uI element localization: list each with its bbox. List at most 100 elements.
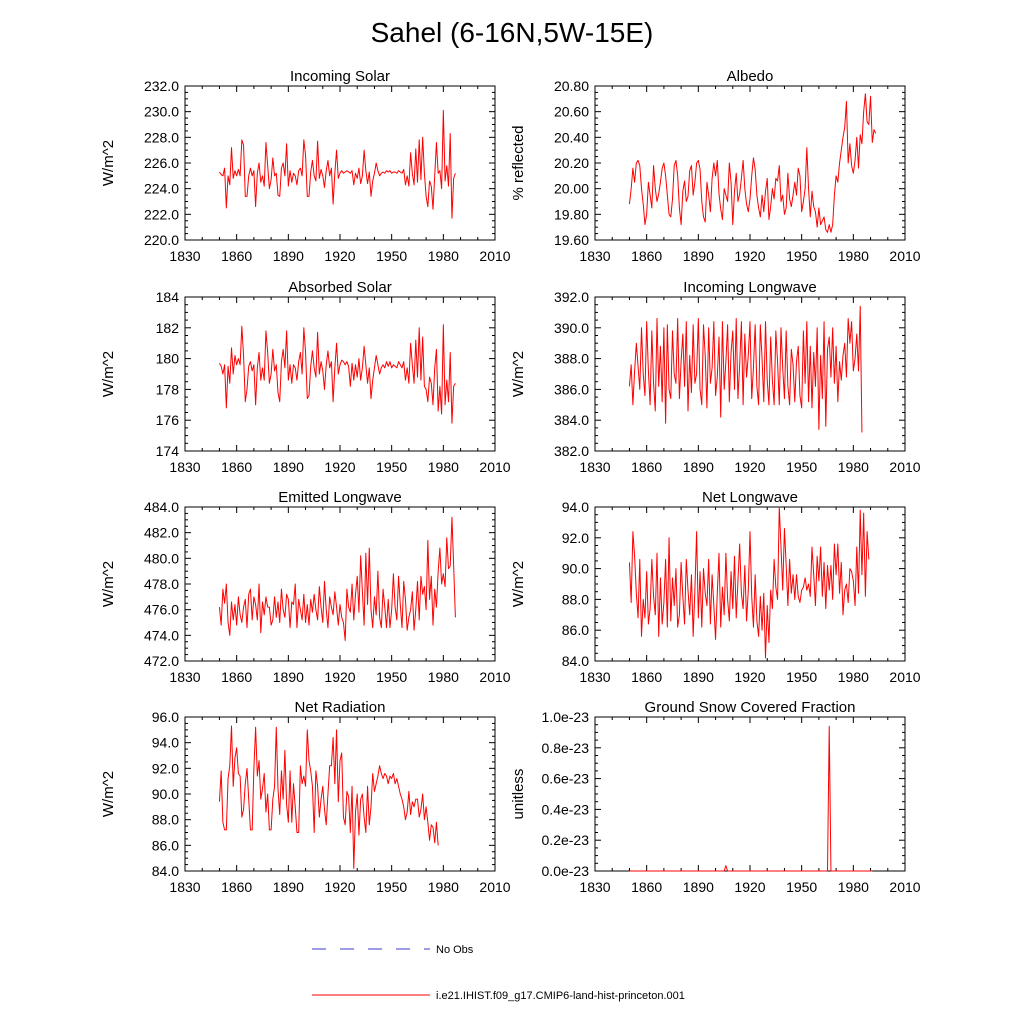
x-tick-label: 1980	[428, 669, 459, 685]
y-tick-label: 19.80	[554, 206, 589, 222]
x-tick-label: 1980	[838, 669, 869, 685]
y-tick-label: 20.00	[554, 181, 589, 197]
panel-title: Incoming Longwave	[683, 279, 816, 296]
y-tick-label: 176	[156, 412, 180, 428]
y-tick-label: 390.0	[554, 320, 589, 336]
x-tick-label: 1890	[683, 248, 714, 264]
y-tick-label: 392.0	[554, 289, 589, 305]
y-tick-label: 0.4e-23	[542, 801, 590, 817]
panel-grid: Incoming Solar 1830 1860 1890 1920 1950 1980 20…	[100, 68, 921, 895]
plot-frame	[594, 296, 906, 452]
y-tick-label: 386.0	[554, 381, 589, 397]
panel: Net Longwave 1830 1860 1890 1920 1950 1980 2010…	[510, 489, 921, 685]
y-tick-label: 220.0	[144, 232, 179, 248]
y-tick-label: 382.0	[554, 443, 589, 459]
y-tick-label: 184	[156, 289, 180, 305]
y-tick-label: 472.0	[144, 653, 179, 669]
series-line	[629, 725, 873, 872]
y-tick-label: 474.0	[144, 627, 179, 643]
y-tick-label: 1.0e-23	[542, 709, 590, 725]
legend-label-model: i.e21.IHIST.f09_g17.CMIP6-land-hist-prin…	[436, 990, 685, 1002]
plot-frame	[184, 85, 496, 241]
x-tick-label: 1860	[221, 669, 252, 685]
series-line	[218, 725, 439, 869]
y-axis-label: W/m^2	[100, 561, 117, 607]
x-tick-label: 1860	[221, 879, 252, 895]
y-axis-label: W/m^2	[510, 351, 527, 397]
panel-title: Net Radiation	[295, 699, 386, 716]
y-axis-label: % reflected	[510, 125, 527, 200]
y-axis-label: W/m^2	[100, 771, 117, 817]
series-line	[219, 109, 456, 219]
y-tick-label: 94.0	[562, 499, 589, 515]
panel: Albedo 1830 1860 1890 1920 1950 1980 2010 19.60 1…	[510, 68, 921, 264]
x-tick-label: 1830	[169, 879, 200, 895]
x-tick-label: 1980	[838, 879, 869, 895]
x-tick-label: 1980	[838, 459, 869, 475]
x-tick-label: 1860	[631, 248, 662, 264]
panel-title: Absorbed Solar	[288, 279, 391, 296]
series-line	[628, 305, 863, 433]
x-tick-label: 1860	[221, 459, 252, 475]
x-tick-label: 1830	[169, 459, 200, 475]
plot-frame	[594, 716, 906, 872]
y-tick-label: 384.0	[554, 412, 589, 428]
x-tick-label: 2010	[479, 248, 510, 264]
x-tick-label: 1830	[169, 669, 200, 685]
x-tick-label: 1920	[324, 879, 355, 895]
panel: Absorbed Solar 1830 1860 1890 1920 1950 1980 20…	[100, 279, 511, 475]
panel: Ground Snow Covered Fraction 1830 1860 1890…	[510, 699, 921, 895]
panel-title: Emitted Longwave	[278, 489, 401, 506]
y-tick-label: 228.0	[144, 129, 179, 145]
series-line	[219, 324, 456, 424]
x-tick-label: 1950	[786, 459, 817, 475]
y-axis-label: W/m^2	[100, 140, 117, 186]
y-tick-label: 92.0	[562, 530, 589, 546]
x-tick-label: 2010	[479, 459, 510, 475]
y-tick-label: 19.60	[554, 232, 589, 248]
x-tick-label: 2010	[889, 459, 920, 475]
plot-frame	[184, 506, 496, 662]
y-tick-label: 20.20	[554, 155, 589, 171]
y-tick-label: 84.0	[152, 863, 179, 879]
y-tick-label: 388.0	[554, 351, 589, 367]
y-tick-label: 88.0	[562, 591, 589, 607]
legend-label-no-obs: No Obs	[436, 944, 474, 956]
x-tick-label: 2010	[479, 669, 510, 685]
x-tick-label: 1920	[734, 459, 765, 475]
panel-title: Ground Snow Covered Fraction	[645, 699, 856, 716]
x-tick-label: 1890	[273, 669, 304, 685]
x-tick-label: 1920	[324, 459, 355, 475]
x-tick-label: 1920	[734, 669, 765, 685]
y-tick-label: 94.0	[152, 735, 179, 751]
series-line	[218, 516, 456, 641]
x-tick-label: 1830	[579, 248, 610, 264]
y-tick-label: 476.0	[144, 602, 179, 618]
x-tick-label: 1860	[221, 248, 252, 264]
x-tick-label: 1890	[273, 248, 304, 264]
x-tick-label: 1950	[376, 879, 407, 895]
y-tick-label: 92.0	[152, 760, 179, 776]
y-tick-label: 90.0	[562, 561, 589, 577]
x-tick-label: 1980	[428, 459, 459, 475]
y-tick-label: 86.0	[152, 837, 179, 853]
x-tick-label: 1920	[734, 248, 765, 264]
x-tick-label: 1890	[683, 879, 714, 895]
x-tick-label: 1950	[376, 459, 407, 475]
panel: Net Radiation 1830 1860 1890 1920 1950 1980 201…	[100, 699, 511, 895]
y-tick-label: 96.0	[152, 709, 179, 725]
series-line	[628, 506, 870, 659]
y-tick-label: 478.0	[144, 576, 179, 592]
y-tick-label: 222.0	[144, 206, 179, 222]
y-tick-label: 482.0	[144, 525, 179, 541]
y-tick-label: 480.0	[144, 550, 179, 566]
y-tick-label: 182	[156, 320, 180, 336]
x-tick-label: 1860	[631, 669, 662, 685]
x-tick-label: 2010	[889, 248, 920, 264]
x-tick-label: 1830	[169, 248, 200, 264]
x-tick-label: 2010	[889, 669, 920, 685]
y-tick-label: 232.0	[144, 78, 179, 94]
x-tick-label: 1950	[376, 669, 407, 685]
y-tick-label: 86.0	[562, 622, 589, 638]
x-tick-label: 2010	[889, 879, 920, 895]
